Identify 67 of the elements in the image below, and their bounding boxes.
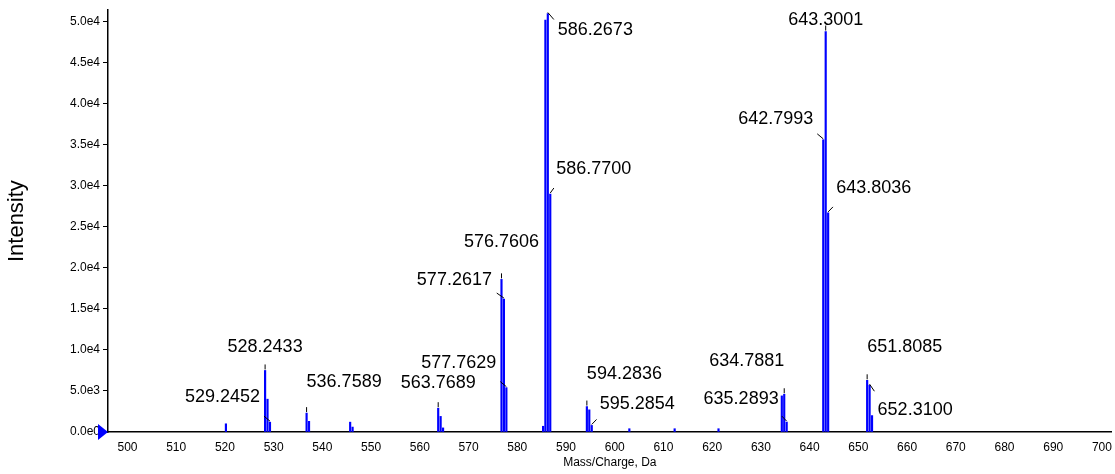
x-tick-label: 670 xyxy=(945,439,967,454)
bar xyxy=(500,279,503,432)
x-tick-label: 600 xyxy=(604,439,626,454)
x-tick-label: 680 xyxy=(994,439,1015,454)
x-axis-title: Mass/Charge, Da xyxy=(563,455,657,470)
bar xyxy=(585,406,588,432)
annotation: 594.2836 xyxy=(586,362,662,383)
x-tick-label: 640 xyxy=(799,439,820,454)
x-tick-label: 540 xyxy=(312,439,333,454)
annotation: 652.3100 xyxy=(877,399,953,420)
x-tick-label: 630 xyxy=(750,439,772,454)
bar xyxy=(868,384,871,432)
y-tick-label: 1.0e4 xyxy=(69,342,101,357)
y-tick-label: 2.5e4 xyxy=(69,219,101,234)
bar xyxy=(673,428,676,432)
bar xyxy=(351,426,354,432)
bar xyxy=(588,409,591,432)
x-tick-label: 500 xyxy=(117,439,138,454)
annotation: 577.2617 xyxy=(416,269,492,290)
bar xyxy=(866,379,869,432)
bar xyxy=(264,370,267,432)
annotation: 651.8085 xyxy=(867,336,943,357)
x-tick-label: 620 xyxy=(702,439,723,454)
annotation: 586.2673 xyxy=(557,19,633,40)
x-tick-label: 610 xyxy=(653,439,674,454)
annotation: 643.8036 xyxy=(836,176,912,197)
annotation: 642.7993 xyxy=(738,107,814,128)
y-tick-label: 4.0e4 xyxy=(69,96,101,111)
y-tick-label: 1.5e4 xyxy=(69,301,101,316)
annotation: 635.2893 xyxy=(703,388,779,409)
y-tick-label: 5.0e4 xyxy=(69,14,101,28)
x-tick-label: 550 xyxy=(361,439,382,454)
y-tick-label: 2.0e4 xyxy=(69,260,101,275)
bar xyxy=(349,421,352,432)
x-tick-label: 530 xyxy=(263,439,284,454)
annotation: 563.7689 xyxy=(400,372,476,393)
annotation: 577.7629 xyxy=(421,351,497,372)
x-tick-label: 590 xyxy=(555,439,577,454)
bar xyxy=(628,428,631,432)
x-tick-label: 700 xyxy=(1091,439,1113,454)
x-tick-label: 520 xyxy=(214,439,236,454)
annotation: 586.7700 xyxy=(556,157,632,178)
annotation: 634.7881 xyxy=(709,350,785,371)
y-tick-label: 5.0e3 xyxy=(69,383,101,398)
annotation: 643.3001 xyxy=(788,8,864,29)
x-tick-label: 660 xyxy=(897,439,918,454)
annotation: 536.7589 xyxy=(306,371,382,392)
y-axis-title: Intensity xyxy=(3,180,29,263)
bar xyxy=(224,423,227,432)
x-tick-label: 650 xyxy=(848,439,869,454)
bar xyxy=(546,13,549,432)
bar xyxy=(824,31,827,432)
bar xyxy=(717,428,720,432)
annotation: 528.2433 xyxy=(227,336,303,357)
x-tick-label: 560 xyxy=(409,439,431,454)
x-tick-label: 580 xyxy=(507,439,528,454)
bar xyxy=(437,407,440,432)
annotation: 576.7606 xyxy=(463,231,540,252)
x-tick-label: 690 xyxy=(1043,439,1064,454)
y-tick-label: 3.5e4 xyxy=(69,137,101,152)
y-tick-label: 4.5e4 xyxy=(69,55,101,70)
x-tick-label: 510 xyxy=(166,439,187,454)
annotation: 529.2452 xyxy=(184,386,260,407)
y-tick-label: 3.0e4 xyxy=(69,178,101,193)
annotation: 595.2854 xyxy=(599,393,675,414)
x-tick-label: 570 xyxy=(458,439,479,454)
bar xyxy=(305,412,308,432)
